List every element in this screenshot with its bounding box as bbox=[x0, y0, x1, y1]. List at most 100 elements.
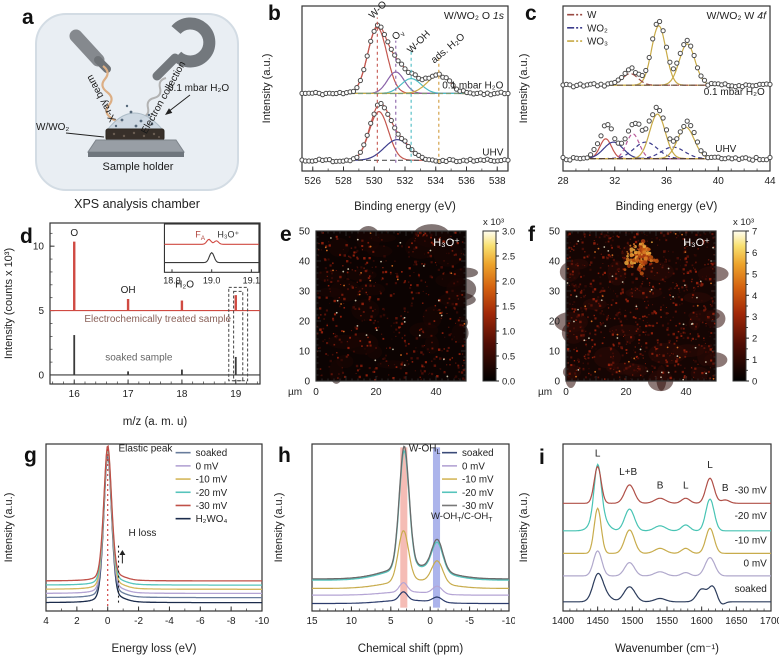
svg-text:WO₂: WO₂ bbox=[587, 23, 608, 34]
svg-text:10: 10 bbox=[346, 616, 358, 627]
svg-text:Binding energy (eV): Binding energy (eV) bbox=[616, 201, 718, 213]
svg-text:Intensity (counts x 10³): Intensity (counts x 10³) bbox=[3, 248, 15, 359]
svg-text:5: 5 bbox=[38, 306, 44, 317]
svg-text:-10: -10 bbox=[255, 616, 270, 627]
axes-h: 15 10 5 0 -5 -10 Chemical shift (ppm) Intensity… bbox=[273, 443, 515, 655]
svg-text:L: L bbox=[707, 460, 713, 471]
legend-c: W WO₂ WO₃ bbox=[567, 10, 608, 48]
pressure-arrow bbox=[167, 94, 191, 113]
svg-text:Elastic peak: Elastic peak bbox=[119, 444, 174, 455]
svg-text:2.0: 2.0 bbox=[502, 277, 515, 288]
panel-letter-i: i bbox=[539, 446, 545, 469]
svg-text:O: O bbox=[70, 228, 78, 239]
svg-text:µm: µm bbox=[288, 387, 302, 398]
svg-text:4: 4 bbox=[752, 291, 757, 302]
svg-text:W: W bbox=[587, 10, 597, 21]
sample-holder-label: Sample holder bbox=[103, 161, 174, 173]
svg-text:18.9: 18.9 bbox=[163, 275, 181, 285]
legend-g: soaked 0 mV -10 mV -20 mV -30 mV H₂WO₄ bbox=[175, 448, 228, 525]
svg-text:0: 0 bbox=[304, 377, 310, 388]
svg-text:2.5: 2.5 bbox=[502, 252, 515, 263]
svg-text:1400: 1400 bbox=[552, 616, 575, 627]
svg-text:0 mV: 0 mV bbox=[743, 559, 767, 570]
svg-text:L: L bbox=[683, 480, 689, 491]
electron-analyzer-icon bbox=[152, 17, 216, 81]
svg-text:1550: 1550 bbox=[656, 616, 679, 627]
panel-f: f 0 20 40 0 10 20 30 40 50 µm H₃O⁺ x 10³ 7 6 5 4 3 2 1 0 bbox=[520, 215, 779, 430]
svg-text:B: B bbox=[722, 483, 729, 494]
svg-text:530: 530 bbox=[366, 176, 383, 187]
svg-text:5: 5 bbox=[752, 269, 757, 280]
xps-chamber-diagram: X-ray beam Electron collection 0.1 mbar … bbox=[35, 13, 239, 211]
panel-h: h 15 10 5 0 -5 -10 Chemical shift (ppm) Intensi… bbox=[270, 430, 515, 657]
svg-text:30: 30 bbox=[549, 287, 561, 298]
svg-text:20: 20 bbox=[620, 387, 632, 398]
svg-text:-30 mV: -30 mV bbox=[462, 501, 494, 512]
panel-a: a bbox=[0, 0, 258, 215]
axes-b: 526 528 530 532 534 536 538 Binding energy (eV)… bbox=[261, 5, 509, 213]
panel-i: i 1400 1450 1500 1550 1600 1650 1700 Wavenumber… bbox=[515, 430, 779, 657]
annotations-h: W-OHL W-OHT/C-OHT bbox=[409, 444, 493, 524]
chart-g-energy-loss: 4 2 0 -2 -4 -6 -8 -10 Energy loss (eV) Intensity … bbox=[3, 443, 270, 655]
svg-text:0.5: 0.5 bbox=[502, 352, 515, 363]
panel-letter-g: g bbox=[24, 444, 37, 467]
svg-text:6: 6 bbox=[752, 248, 757, 259]
svg-text:17: 17 bbox=[123, 389, 135, 400]
panel-letter-h: h bbox=[278, 444, 291, 467]
svg-text:-30 mV: -30 mV bbox=[735, 485, 768, 496]
svg-text:Ov: Ov bbox=[390, 27, 407, 44]
svg-text:36: 36 bbox=[661, 176, 673, 187]
svg-text:Energy loss (eV): Energy loss (eV) bbox=[111, 643, 196, 655]
panel-letter-c: c bbox=[525, 2, 537, 25]
svg-text:-30 mV: -30 mV bbox=[196, 501, 228, 512]
svg-text:-10 mV: -10 mV bbox=[462, 475, 494, 486]
series-g bbox=[46, 444, 262, 604]
svg-text:20: 20 bbox=[549, 317, 561, 328]
svg-text:1600: 1600 bbox=[691, 616, 714, 627]
svg-text:m/z (a. m. u): m/z (a. m. u) bbox=[123, 416, 188, 428]
sample-texture bbox=[112, 131, 160, 138]
svg-text:-6: -6 bbox=[196, 616, 205, 627]
panel-g: g 4 2 0 -2 -4 -6 -8 -10 Energy loss (eV) Intensit… bbox=[0, 430, 270, 657]
axes-g: 4 2 0 -2 -4 -6 -8 -10 Energy loss (eV) Intensity … bbox=[3, 443, 270, 655]
svg-text:Chemical shift (ppm): Chemical shift (ppm) bbox=[358, 643, 464, 655]
droplet-particles bbox=[114, 104, 154, 128]
svg-text:-20 mV: -20 mV bbox=[462, 488, 494, 499]
svg-text:0: 0 bbox=[105, 616, 111, 627]
series-c bbox=[560, 18, 773, 163]
svg-text:0: 0 bbox=[313, 387, 319, 398]
svg-text:Intensity (a.u.): Intensity (a.u.) bbox=[261, 54, 273, 124]
pressure-label: 0.1 mbar H₂O bbox=[168, 83, 229, 94]
series-h bbox=[312, 445, 509, 605]
svg-text:1.5: 1.5 bbox=[502, 302, 515, 313]
svg-text:-2: -2 bbox=[134, 616, 143, 627]
svg-text:H loss: H loss bbox=[129, 528, 157, 539]
svg-text:B: B bbox=[657, 480, 664, 491]
svg-text:16: 16 bbox=[69, 389, 81, 400]
svg-text:L+B: L+B bbox=[619, 467, 637, 478]
svg-text:10: 10 bbox=[299, 347, 311, 358]
svg-text:W/WO₂ O 1s: W/WO₂ O 1s bbox=[444, 10, 505, 22]
svg-text:19: 19 bbox=[230, 389, 242, 400]
panel-c: c 28 32 36 40 44 Binding energy (eV) Intensity… bbox=[515, 0, 779, 215]
svg-text:Intensity (a.u.): Intensity (a.u.) bbox=[518, 54, 530, 124]
svg-text:40: 40 bbox=[299, 257, 311, 268]
svg-text:-5: -5 bbox=[465, 616, 474, 627]
svg-text:FA: FA bbox=[195, 230, 206, 243]
svg-text:-10 mV: -10 mV bbox=[196, 475, 228, 486]
svg-text:-10: -10 bbox=[502, 616, 515, 627]
svg-text:5: 5 bbox=[388, 616, 394, 627]
svg-text:0.0: 0.0 bbox=[502, 377, 515, 388]
pressure-arrowhead bbox=[165, 108, 173, 115]
svg-text:15: 15 bbox=[306, 616, 318, 627]
annotations-i: L L+B B L L B -30 mV -20 mV -10 mV 0 mV soaked bbox=[595, 449, 767, 595]
svg-text:-10 mV: -10 mV bbox=[735, 535, 768, 546]
svg-text:soaked sample: soaked sample bbox=[105, 353, 173, 364]
svg-text:W-OHT/C-OHT: W-OHT/C-OHT bbox=[431, 511, 493, 524]
svg-text:1.0: 1.0 bbox=[502, 327, 515, 338]
panel-letter-e: e bbox=[280, 223, 292, 246]
chart-i-infrared: 1400 1450 1500 1550 1600 1650 1700 Wavenumber (… bbox=[518, 443, 779, 655]
